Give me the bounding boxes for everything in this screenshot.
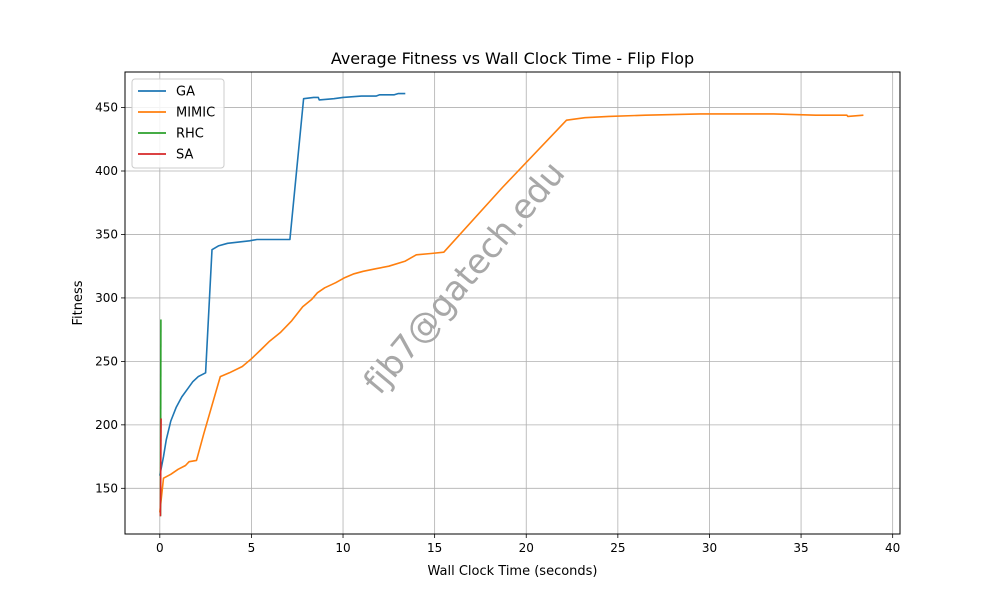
- x-tick-label: 15: [427, 541, 442, 555]
- y-tick-label: 350: [95, 227, 118, 241]
- legend: GA MIMIC RHC SA: [131, 78, 225, 169]
- series-line-sa: [159, 418, 162, 517]
- series-lines: [159, 92, 864, 517]
- y-axis-label: Fitness: [71, 280, 86, 325]
- y-tick-label: 250: [95, 354, 118, 368]
- x-tick-label: 40: [885, 541, 900, 555]
- x-tick-label: 0: [156, 541, 164, 555]
- watermark: fjb7@gatech.edu: [356, 154, 573, 402]
- x-tick-label: 20: [519, 541, 534, 555]
- x-tick-label: 35: [793, 541, 808, 555]
- chart-title: Average Fitness vs Wall Clock Time - Fli…: [331, 49, 694, 68]
- series-line-mimic: [159, 113, 864, 513]
- x-tick-label: 5: [248, 541, 256, 555]
- y-tick-label: 400: [95, 164, 118, 178]
- x-tick-label: 10: [335, 541, 350, 555]
- series-line-ga: [159, 92, 406, 476]
- legend-box: [131, 78, 225, 169]
- legend-label-mimic: MIMIC: [176, 106, 215, 121]
- legend-label-rhc: RHC: [176, 127, 204, 142]
- grid-lines: [125, 72, 900, 534]
- plot-frame: [124, 71, 901, 535]
- legend-label-sa: SA: [176, 148, 193, 163]
- legend-label-ga: GA: [176, 85, 195, 100]
- y-tick-label: 200: [95, 418, 118, 432]
- y-tick-label: 300: [95, 291, 118, 305]
- x-axis-label: Wall Clock Time (seconds): [427, 564, 597, 579]
- y-axis-ticks: 150 200 250 300 350 400 450: [95, 101, 125, 495]
- y-tick-label: 450: [95, 101, 118, 115]
- x-tick-label: 30: [702, 541, 717, 555]
- y-tick-label: 150: [95, 481, 118, 495]
- x-tick-label: 25: [610, 541, 625, 555]
- x-axis-ticks: 0 5 10 15 20 25 30 35 40: [156, 534, 900, 555]
